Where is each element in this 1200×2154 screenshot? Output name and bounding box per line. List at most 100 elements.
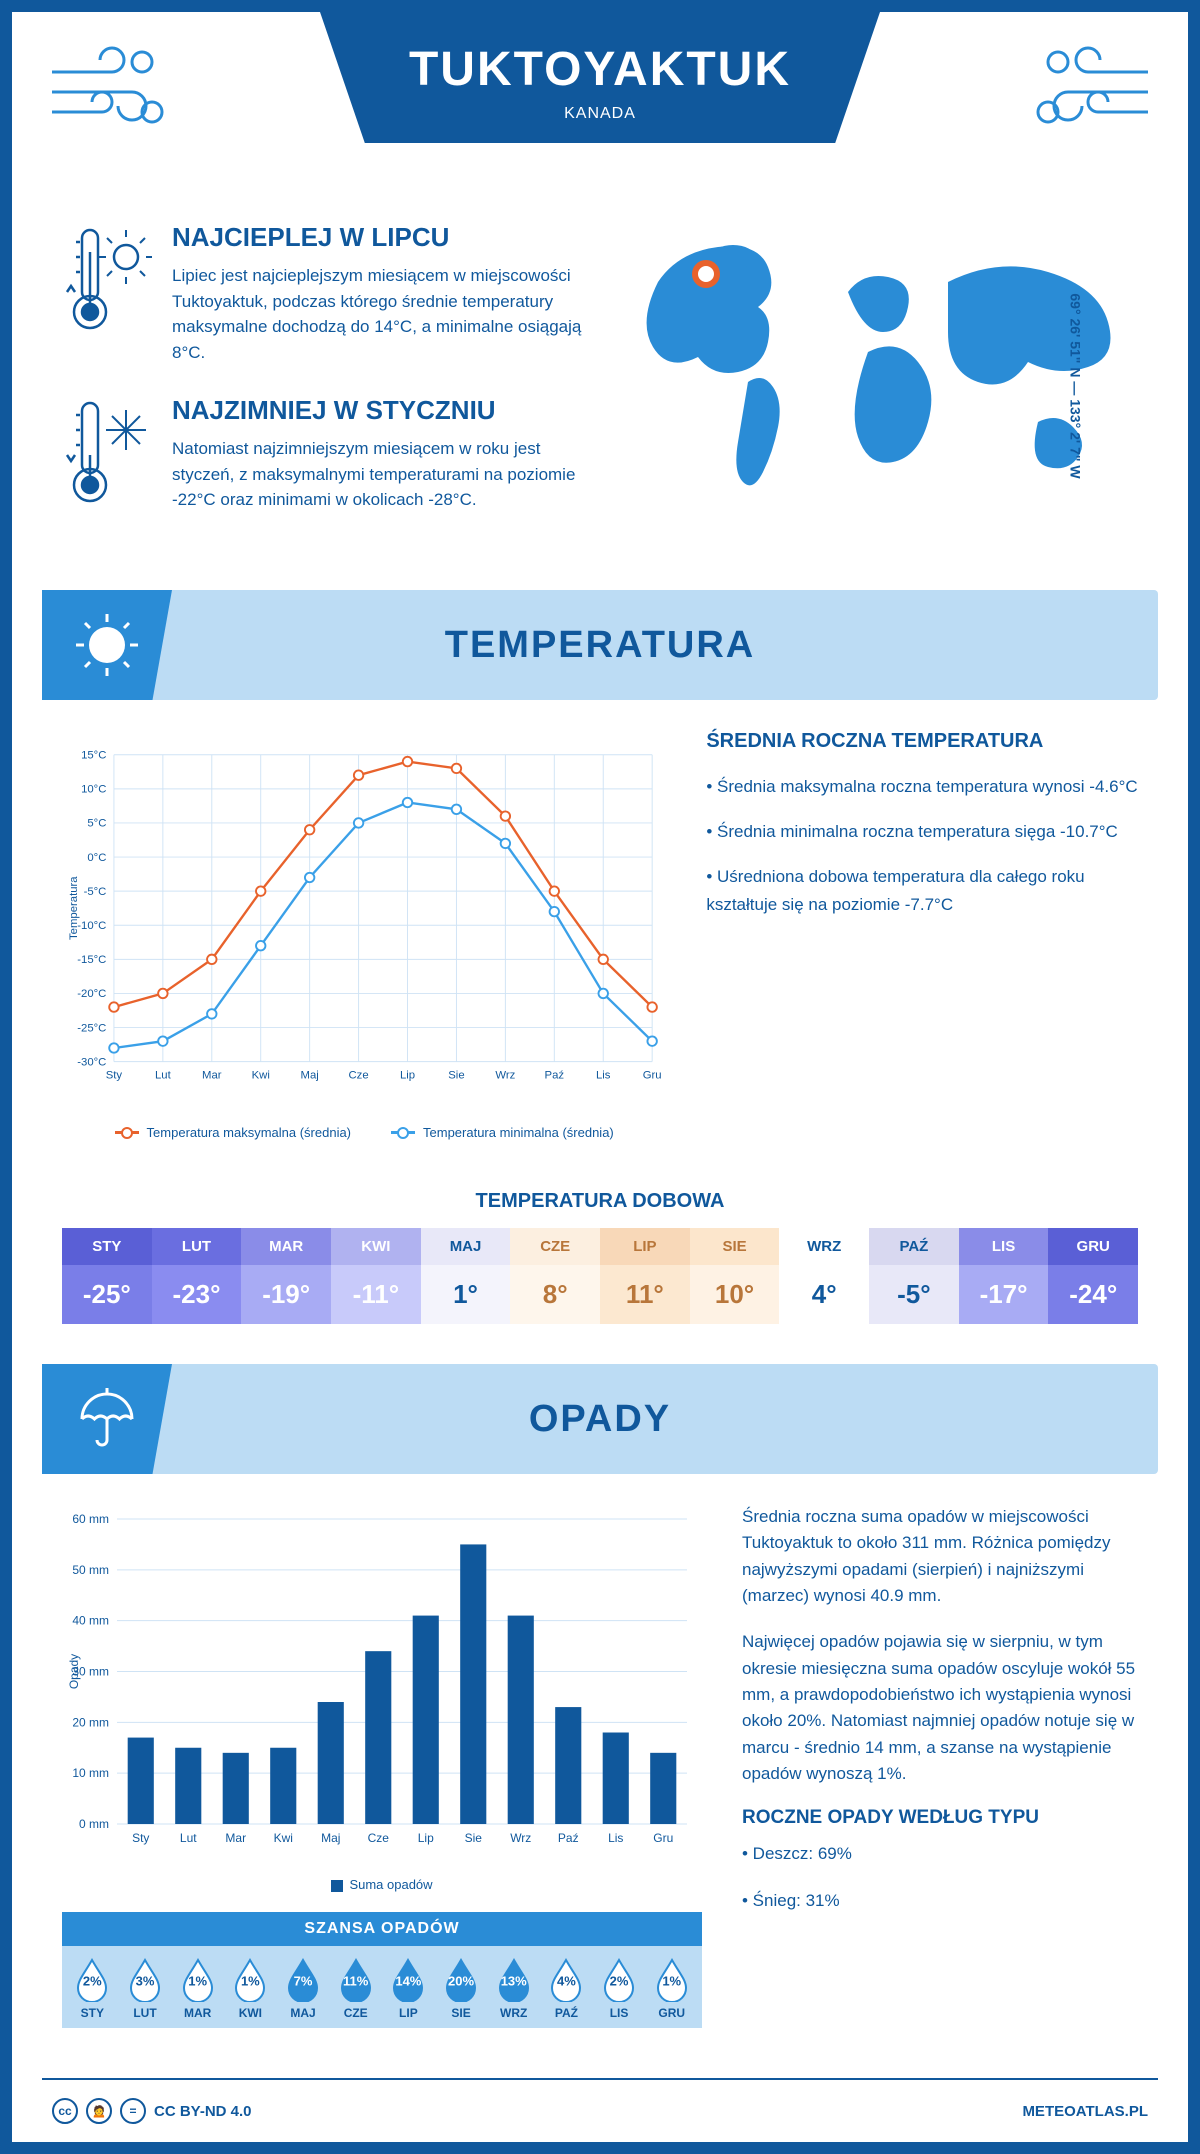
daily-cell: MAR -19° — [241, 1228, 331, 1324]
coordinates: 69° 26' 51" N — 133° 2' 7" W — [1067, 293, 1083, 478]
chance-cell: 7% MAJ — [277, 1958, 330, 2020]
cold-text: NAJZIMNIEJ W STYCZNIU Natomiast najzimni… — [172, 395, 598, 520]
svg-text:Lip: Lip — [400, 1070, 415, 1082]
chance-cell: 1% KWI — [224, 1958, 277, 2020]
svg-text:Cze: Cze — [349, 1070, 369, 1082]
svg-text:Lut: Lut — [180, 1831, 197, 1845]
map-column: 69° 26' 51" N — 133° 2' 7" W — [638, 222, 1138, 550]
svg-text:0 mm: 0 mm — [79, 1817, 109, 1831]
chance-cell: 2% STY — [66, 1958, 119, 2020]
svg-text:40 mm: 40 mm — [72, 1614, 109, 1628]
svg-text:Lis: Lis — [596, 1070, 611, 1082]
by-icon: 🙍 — [86, 2098, 112, 2124]
svg-text:Paź: Paź — [558, 1831, 579, 1845]
svg-text:Lip: Lip — [418, 1831, 434, 1845]
thermometer-sun-icon — [62, 222, 152, 365]
svg-text:Sty: Sty — [132, 1831, 149, 1845]
site-name: METEOATLAS.PL — [1022, 2103, 1148, 2120]
raindrop-icon: 13% — [496, 1958, 532, 2002]
country-name: KANADA — [340, 105, 860, 123]
temperature-header: TEMPERATURA — [42, 590, 1158, 700]
legend-min: Temperatura minimalna (średnia) — [391, 1125, 614, 1140]
daily-cell: LIP 11° — [600, 1228, 690, 1324]
precip-body: 0 mm10 mm20 mm30 mm40 mm50 mm60 mmStyLut… — [12, 1504, 1188, 2048]
wind-icon — [42, 32, 182, 152]
svg-text:60 mm: 60 mm — [72, 1512, 109, 1526]
precip-p1: Średnia roczna suma opadów w miejscowośc… — [742, 1504, 1138, 1609]
warm-fact: NAJCIEPLEJ W LIPCU Lipiec jest najcieple… — [62, 222, 598, 365]
svg-text:5°C: 5°C — [87, 818, 106, 830]
temp-bullet: • Uśredniona dobowa temperatura dla całe… — [706, 863, 1138, 917]
temperature-line-chart: -30°C-25°C-20°C-15°C-10°C-5°C0°C5°C10°C1… — [62, 730, 666, 1110]
svg-text:15°C: 15°C — [81, 750, 106, 762]
temperature-body: -30°C-25°C-20°C-15°C-10°C-5°C0°C5°C10°C1… — [12, 730, 1188, 1170]
svg-text:Mar: Mar — [225, 1831, 246, 1845]
warm-text: NAJCIEPLEJ W LIPCU Lipiec jest najcieple… — [172, 222, 598, 365]
svg-text:50 mm: 50 mm — [72, 1563, 109, 1577]
precip-info: Średnia roczna suma opadów w miejscowośc… — [742, 1504, 1138, 2028]
raindrop-icon: 1% — [232, 1958, 268, 2002]
raindrop-icon: 1% — [180, 1958, 216, 2002]
svg-text:Maj: Maj — [301, 1070, 319, 1082]
precip-rain: • Deszcz: 69% — [742, 1841, 1138, 1867]
daily-cell: GRU -24° — [1048, 1228, 1138, 1324]
temp-bullet: • Średnia maksymalna roczna temperatura … — [706, 773, 1138, 800]
temp-info-title: ŚREDNIA ROCZNA TEMPERATURA — [706, 730, 1138, 753]
temperature-title: TEMPERATURA — [445, 624, 756, 667]
chance-title: SZANSA OPADÓW — [62, 1912, 702, 1946]
temp-legend: Temperatura maksymalna (średnia) Tempera… — [62, 1125, 666, 1140]
header: TUKTOYAKTUK KANADA — [12, 12, 1188, 212]
precip-legend: Suma opadów — [62, 1877, 702, 1892]
svg-text:Wrz: Wrz — [495, 1070, 515, 1082]
daily-cell: WRZ 4° — [779, 1228, 869, 1324]
svg-text:Sty: Sty — [106, 1070, 123, 1082]
license: cc 🙍 = CC BY-ND 4.0 — [52, 2098, 252, 2124]
precip-snow: • Śnieg: 31% — [742, 1888, 1138, 1914]
svg-text:Kwi: Kwi — [252, 1070, 270, 1082]
svg-text:-20°C: -20°C — [77, 988, 106, 1000]
chance-cell: 20% SIE — [435, 1958, 488, 2020]
daily-cell: CZE 8° — [510, 1228, 600, 1324]
svg-text:10°C: 10°C — [81, 784, 106, 796]
svg-text:Lis: Lis — [608, 1831, 623, 1845]
svg-text:Lut: Lut — [155, 1070, 172, 1082]
nd-icon: = — [120, 2098, 146, 2124]
svg-text:-15°C: -15°C — [77, 954, 106, 966]
svg-text:Opady: Opady — [67, 1654, 81, 1689]
footer: cc 🙍 = CC BY-ND 4.0 METEOATLAS.PL — [42, 2078, 1158, 2142]
svg-text:Maj: Maj — [321, 1831, 340, 1845]
raindrop-icon: 14% — [390, 1958, 426, 2002]
cold-title: NAJZIMNIEJ W STYCZNIU — [172, 395, 598, 426]
city-name: TUKTOYAKTUK — [340, 42, 860, 97]
precip-title: OPADY — [529, 1398, 671, 1441]
svg-text:-10°C: -10°C — [77, 920, 106, 932]
precip-type-title: ROCZNE OPADY WEDŁUG TYPU — [742, 1807, 1138, 1829]
daily-cell: PAŹ -5° — [869, 1228, 959, 1324]
cold-fact: NAJZIMNIEJ W STYCZNIU Natomiast najzimni… — [62, 395, 598, 520]
svg-text:Temperatura: Temperatura — [68, 876, 80, 940]
svg-text:Cze: Cze — [368, 1831, 390, 1845]
daily-temp-table: STY -25° LUT -23° MAR -19° KWI -11° MAJ … — [62, 1228, 1138, 1324]
title-banner: TUKTOYAKTUK KANADA — [320, 12, 880, 143]
svg-text:Sie: Sie — [448, 1070, 464, 1082]
intro-section: NAJCIEPLEJ W LIPCU Lipiec jest najcieple… — [12, 212, 1188, 590]
svg-text:10 mm: 10 mm — [72, 1766, 109, 1780]
daily-cell: MAJ 1° — [421, 1228, 511, 1324]
raindrop-icon: 2% — [601, 1958, 637, 2002]
svg-text:-30°C: -30°C — [77, 1056, 106, 1068]
legend-max: Temperatura maksymalna (średnia) — [115, 1125, 351, 1140]
daily-temp-title: TEMPERATURA DOBOWA — [12, 1190, 1188, 1213]
chance-cell: 1% MAR — [171, 1958, 224, 2020]
svg-text:-5°C: -5°C — [84, 886, 107, 898]
chance-table: SZANSA OPADÓW 2% STY 3% LUT 1% MAR 1% — [62, 1912, 702, 2028]
raindrop-icon: 20% — [443, 1958, 479, 2002]
chance-cell: 3% LUT — [119, 1958, 172, 2020]
location-marker — [695, 263, 717, 285]
raindrop-icon: 4% — [548, 1958, 584, 2002]
cold-body: Natomiast najzimniejszym miesiącem w rok… — [172, 436, 598, 513]
temp-bullet: • Średnia minimalna roczna temperatura s… — [706, 818, 1138, 845]
chance-cell: 14% LIP — [382, 1958, 435, 2020]
svg-text:-25°C: -25°C — [77, 1022, 106, 1034]
precip-p2: Najwięcej opadów pojawia się w sierpniu,… — [742, 1629, 1138, 1787]
world-map — [638, 222, 1138, 502]
